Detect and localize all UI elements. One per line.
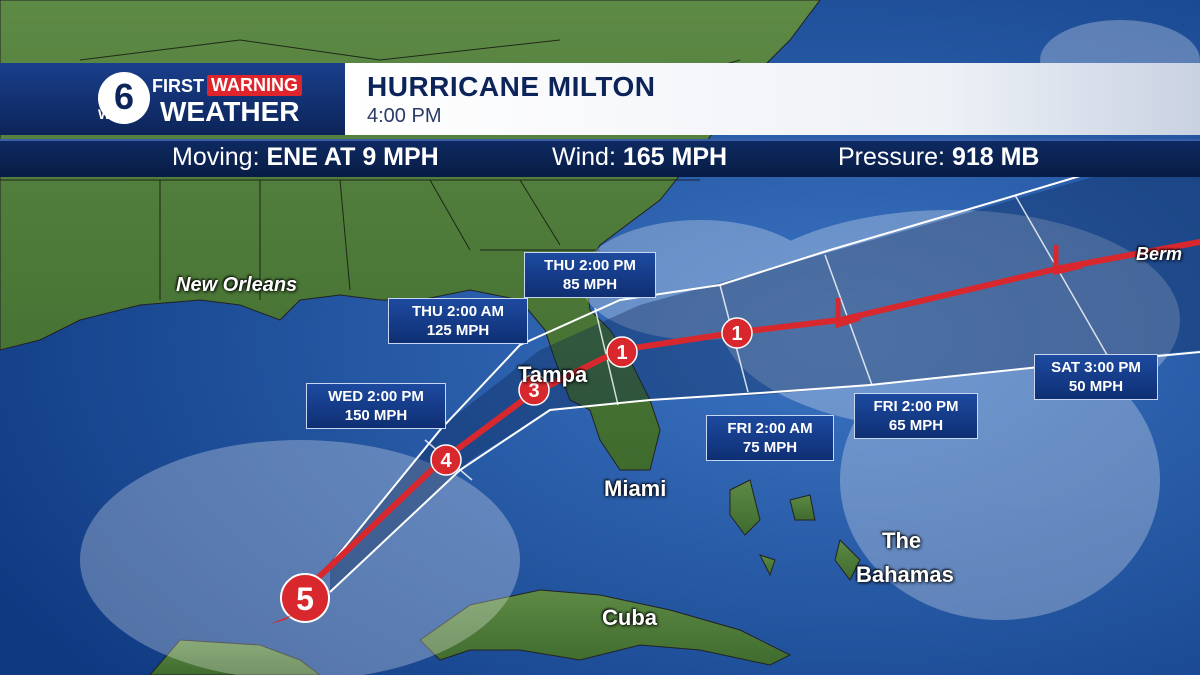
category-marker-1a: 1 — [606, 336, 638, 368]
forecast-time: SAT 3:00 PM — [1051, 359, 1141, 376]
wind-label: Wind: — [552, 143, 616, 171]
category-marker-1b-label: 1 — [731, 323, 742, 345]
category-marker-3: 3 — [518, 374, 550, 406]
forecast-time: THU 2:00 AM — [412, 303, 504, 320]
city-miami: Miami — [604, 476, 667, 501]
category-marker-5: 5 — [270, 573, 330, 624]
forecast-time: FRI 2:00 PM — [873, 398, 959, 415]
category-marker-3-label: 3 — [528, 380, 539, 402]
category-marker-1b: 1 — [721, 317, 753, 349]
category-marker-5-label: 5 — [296, 581, 314, 617]
category-marker-4: 4 — [430, 444, 462, 476]
forecast-box-wed-2pm: WED 2:00 PM 150 MPH — [306, 383, 446, 429]
forecast-wind: 85 MPH — [562, 276, 618, 293]
storm-stats-bar: Moving: ENE AT 9 MPH Wind: 165 MPH Press… — [0, 139, 1200, 177]
cuba-land — [419, 589, 792, 666]
pressure-value: 918 MB — [951, 143, 1040, 171]
pressure-stat: Pressure: 918 MB — [838, 143, 1039, 172]
city-tampa: Tampa — [518, 362, 588, 387]
station-6-logo: 6 — [98, 72, 150, 124]
forecast-time: FRI 2:00 AM — [727, 420, 813, 437]
moving-label: Moving: — [172, 143, 260, 171]
moving-stat: Moving: ENE AT 9 MPH — [172, 143, 439, 172]
storm-name: HURRICANE MILTON — [367, 71, 656, 102]
forecast-time: THU 2:00 PM — [544, 257, 636, 274]
cone-edge-bottom — [329, 351, 1200, 593]
label-bermuda: Berm — [1136, 244, 1183, 264]
forecast-wind: 150 MPH — [344, 407, 408, 424]
label-bahamas-line2: Bahamas — [856, 562, 954, 587]
wind-value: 165 MPH — [622, 143, 728, 171]
city-new-orleans: New Orleans — [176, 274, 298, 296]
forecast-box-sat-3pm: SAT 3:00 PM 50 MPH — [1034, 354, 1158, 400]
forecast-wind: 50 MPH — [1068, 378, 1124, 395]
station-warning-badge: WARNING — [207, 75, 302, 96]
label-bahamas-line1: The — [882, 528, 922, 553]
station-weather-label: WEATHER — [160, 96, 300, 127]
bahamas-islands — [729, 479, 861, 581]
forecast-wind: 65 MPH — [888, 417, 944, 434]
forecast-box-thu-2pm: THU 2:00 PM 85 MPH — [524, 252, 656, 298]
cone-edge-top — [329, 169, 1101, 566]
category-marker-1a-label: 1 — [616, 342, 627, 364]
forecast-wind: 125 MPH — [426, 322, 490, 339]
station-number: 6 — [113, 76, 135, 117]
wind-stat: Wind: 165 MPH — [552, 143, 727, 172]
label-cuba: Cuba — [602, 605, 657, 630]
pressure-label: Pressure: — [838, 143, 945, 171]
station-first-label: FIRST — [152, 76, 204, 96]
advisory-time: 4:00 PM — [367, 105, 442, 127]
category-marker-4-label: 4 — [440, 450, 452, 472]
station-call-letters: WDSU — [98, 106, 141, 122]
forecast-wind: 75 MPH — [742, 439, 798, 456]
forecast-time: WED 2:00 PM — [328, 388, 424, 405]
forecast-box-fri-2pm: FRI 2:00 PM 65 MPH — [854, 393, 978, 439]
title-panel: HURRICANE MILTON 4:00 PM — [345, 63, 1200, 135]
moving-value: ENE AT 9 MPH — [266, 143, 439, 171]
forecast-box-thu-2am: THU 2:00 AM 125 MPH — [388, 298, 528, 344]
forecast-box-fri-2am: FRI 2:00 AM 75 MPH — [706, 415, 834, 461]
yucatan-land — [149, 639, 321, 675]
low-markers — [835, 245, 1083, 329]
forecast-cone — [330, 175, 1200, 592]
